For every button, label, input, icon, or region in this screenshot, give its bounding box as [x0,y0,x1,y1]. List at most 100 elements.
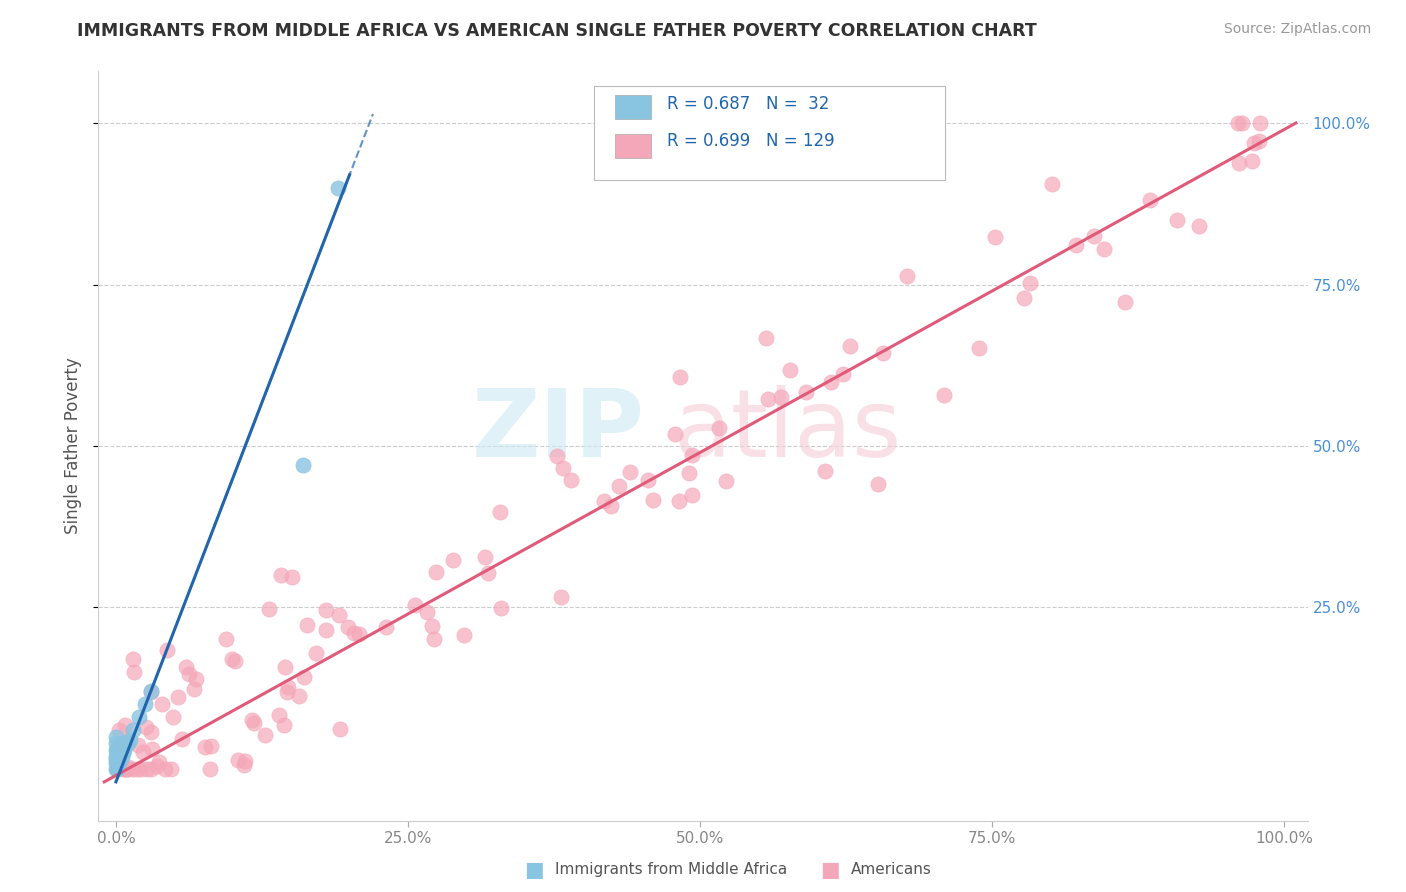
Point [105,742,128,756]
Point [139,762,162,776]
Text: IMMIGRANTS FROM MIDDLE AFRICA VS AMERICAN SINGLE FATHER POVERTY CORRELATION CHAR: IMMIGRANTS FROM MIDDLE AFRICA VS AMERICA… [77,22,1038,40]
Point [305,647,328,661]
Point [599,499,621,513]
Point [233,758,256,772]
Point [110,742,132,756]
Point [162,710,184,724]
Point [122,665,145,679]
Point [872,346,894,360]
Point [292,670,315,684]
Point [111,736,134,750]
Point [129,762,152,776]
Point [139,685,162,699]
Point [134,698,156,712]
Point [769,390,792,404]
Text: R = 0.699   N = 129: R = 0.699 N = 129 [666,132,834,150]
Point [983,230,1005,244]
Point [315,623,337,637]
Point [257,602,280,616]
Point [637,473,659,487]
Text: ■: ■ [820,860,839,880]
Point [794,385,817,400]
Point [607,479,630,493]
Point [139,684,162,698]
Point [1240,154,1263,169]
Point [170,731,193,746]
Point [276,685,298,699]
Point [111,739,134,754]
Point [1114,295,1136,310]
Point [184,672,207,686]
Point [135,720,157,734]
Point [131,745,153,759]
Point [224,654,246,668]
Point [115,762,138,776]
Bar [614,134,651,158]
Point [105,762,128,776]
Point [273,717,295,731]
Point [707,421,730,435]
Point [183,682,205,697]
Point [274,660,297,674]
Point [104,762,127,776]
Point [104,730,127,744]
Point [868,477,890,491]
Point [127,762,149,776]
Text: ■: ■ [524,860,544,880]
Point [423,632,446,646]
Text: Source: ZipAtlas.com: Source: ZipAtlas.com [1223,22,1371,37]
Point [1227,156,1250,170]
Point [112,742,135,756]
Point [104,752,127,766]
Point [277,680,299,694]
Point [122,723,145,738]
Point [420,619,443,633]
Point [349,627,371,641]
Point [550,590,572,604]
Point [1012,291,1035,305]
Point [343,626,366,640]
Point [253,728,276,742]
Point [415,605,437,619]
Point [288,689,311,703]
Text: R = 0.687   N =  32: R = 0.687 N = 32 [666,95,830,112]
Point [112,762,135,776]
Point [114,739,136,754]
Point [105,749,128,764]
Point [1139,193,1161,207]
Text: atlas: atlas [673,385,901,477]
Point [160,762,183,776]
Y-axis label: Single Father Poverty: Single Father Poverty [63,358,82,534]
Point [111,749,134,764]
Point [240,713,263,727]
Point [1249,134,1271,148]
Point [153,762,176,776]
Point [1187,219,1209,234]
Point [714,474,737,488]
Point [105,756,128,770]
Point [243,716,266,731]
Point [111,746,134,760]
Point [267,707,290,722]
Point [681,488,703,502]
Point [114,762,136,776]
Point [104,756,127,770]
FancyBboxPatch shape [595,87,945,180]
Point [839,339,862,353]
Point [270,568,292,582]
Point [177,666,200,681]
Point [756,392,779,407]
Point [226,753,249,767]
Point [104,749,127,764]
Bar [614,95,651,119]
Point [122,762,145,776]
Point [135,762,157,776]
Point [329,722,352,736]
Point [681,448,703,462]
Point [546,450,568,464]
Point [104,742,127,756]
Point [200,739,222,754]
Point [107,742,129,756]
Point [122,651,145,665]
Point [1083,229,1105,244]
